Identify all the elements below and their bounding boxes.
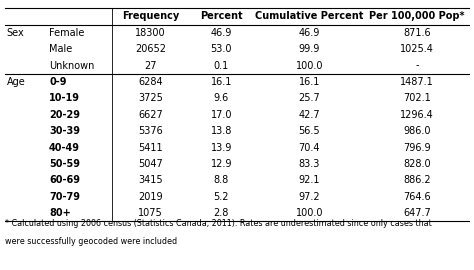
- Text: Cumulative Percent: Cumulative Percent: [255, 11, 364, 21]
- Text: 0.1: 0.1: [214, 60, 229, 70]
- Text: 796.9: 796.9: [403, 143, 431, 153]
- Text: 17.0: 17.0: [210, 110, 232, 120]
- Text: 3415: 3415: [138, 176, 163, 185]
- Text: 56.5: 56.5: [299, 126, 320, 136]
- Text: 40-49: 40-49: [49, 143, 80, 153]
- Text: Male: Male: [49, 44, 73, 54]
- Text: 60-69: 60-69: [49, 176, 80, 185]
- Text: 20-29: 20-29: [49, 110, 80, 120]
- Text: 8.8: 8.8: [214, 176, 229, 185]
- Text: 2019: 2019: [138, 192, 163, 202]
- Text: Unknown: Unknown: [49, 60, 94, 70]
- Text: 16.1: 16.1: [211, 77, 232, 87]
- Text: 83.3: 83.3: [299, 159, 320, 169]
- Text: 25.7: 25.7: [298, 93, 320, 103]
- Text: 70-79: 70-79: [49, 192, 80, 202]
- Text: 647.7: 647.7: [403, 208, 431, 218]
- Text: 702.1: 702.1: [403, 93, 431, 103]
- Text: 2.8: 2.8: [214, 208, 229, 218]
- Text: 1487.1: 1487.1: [400, 77, 434, 87]
- Text: 1075: 1075: [138, 208, 163, 218]
- Text: 53.0: 53.0: [210, 44, 232, 54]
- Text: 46.9: 46.9: [299, 28, 320, 38]
- Text: 46.9: 46.9: [211, 28, 232, 38]
- Text: Sex: Sex: [7, 28, 24, 38]
- Text: * Calculated using 2006 census (Statistics Canada, 2011). Rates are underestimat: * Calculated using 2006 census (Statisti…: [5, 219, 431, 228]
- Text: 97.2: 97.2: [299, 192, 320, 202]
- Text: 9.6: 9.6: [214, 93, 229, 103]
- Text: 99.9: 99.9: [299, 44, 320, 54]
- Text: 12.9: 12.9: [210, 159, 232, 169]
- Text: were successfully geocoded were included: were successfully geocoded were included: [5, 237, 177, 246]
- Text: 13.9: 13.9: [211, 143, 232, 153]
- Text: 20652: 20652: [135, 44, 166, 54]
- Text: 18300: 18300: [135, 28, 166, 38]
- Text: Female: Female: [49, 28, 84, 38]
- Text: 16.1: 16.1: [299, 77, 320, 87]
- Text: 50-59: 50-59: [49, 159, 80, 169]
- Text: 13.8: 13.8: [211, 126, 232, 136]
- Text: -: -: [415, 60, 419, 70]
- Text: 92.1: 92.1: [299, 176, 320, 185]
- Text: 6627: 6627: [138, 110, 163, 120]
- Text: Age: Age: [7, 77, 26, 87]
- Text: 70.4: 70.4: [299, 143, 320, 153]
- Text: 5411: 5411: [138, 143, 163, 153]
- Text: 5376: 5376: [138, 126, 163, 136]
- Text: 80+: 80+: [49, 208, 71, 218]
- Text: 0-9: 0-9: [49, 77, 67, 87]
- Text: 10-19: 10-19: [49, 93, 80, 103]
- Text: 828.0: 828.0: [403, 159, 431, 169]
- Text: 886.2: 886.2: [403, 176, 431, 185]
- Text: Percent: Percent: [200, 11, 243, 21]
- Text: 5047: 5047: [138, 159, 163, 169]
- Text: 1296.4: 1296.4: [400, 110, 434, 120]
- Text: Frequency: Frequency: [122, 11, 179, 21]
- Text: 27: 27: [145, 60, 157, 70]
- Text: 1025.4: 1025.4: [400, 44, 434, 54]
- Text: 100.0: 100.0: [295, 60, 323, 70]
- Text: 986.0: 986.0: [403, 126, 430, 136]
- Text: 100.0: 100.0: [295, 208, 323, 218]
- Text: 871.6: 871.6: [403, 28, 431, 38]
- Text: Per 100,000 Pop*: Per 100,000 Pop*: [369, 11, 465, 21]
- Text: 30-39: 30-39: [49, 126, 80, 136]
- Text: 764.6: 764.6: [403, 192, 431, 202]
- Text: 42.7: 42.7: [299, 110, 320, 120]
- Text: 3725: 3725: [138, 93, 163, 103]
- Text: 5.2: 5.2: [214, 192, 229, 202]
- Text: 6284: 6284: [138, 77, 163, 87]
